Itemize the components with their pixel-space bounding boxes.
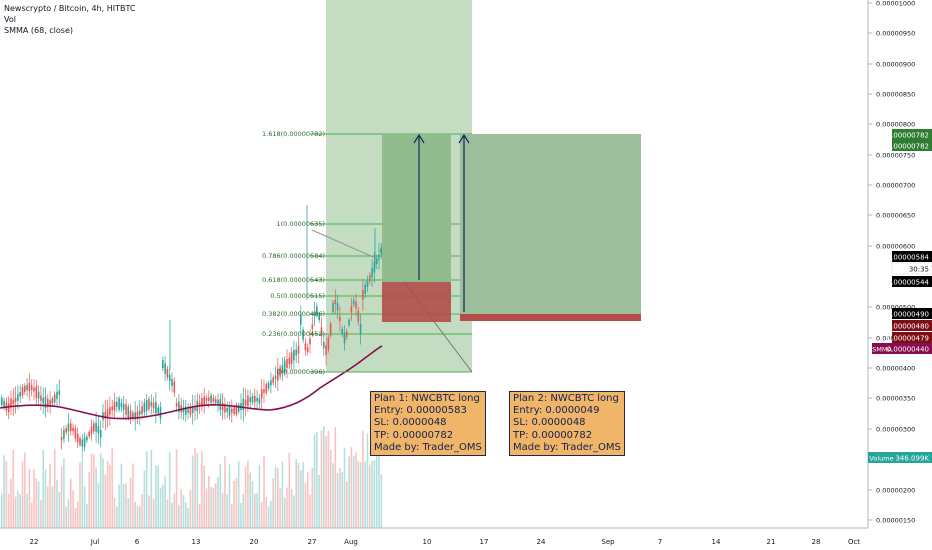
- price-tick-label: 0.00000300: [876, 426, 915, 434]
- price-tick-label: 0.00000800: [876, 121, 915, 129]
- price-tick-label: 0.00000600: [876, 243, 915, 251]
- fib-label-05: 0.5(0.00000515): [270, 292, 325, 300]
- price-tick-label: 0.00000350: [876, 395, 915, 403]
- plan-2-line: Entry: 0.0000049: [513, 405, 600, 417]
- fib-price-badge: 0.00000544: [887, 279, 930, 287]
- fib-label-0382: 0.382(0.00000486): [262, 310, 325, 318]
- plan-note-1[interactable]: Plan 1: NWCBTC long Entry: 0.00000583 SL…: [370, 391, 486, 457]
- time-tick-label: 7: [658, 538, 662, 546]
- profit-zone-1: [382, 134, 451, 282]
- long-position-2[interactable]: [458, 133, 641, 321]
- loss-zone-1: [382, 282, 451, 322]
- fib-label-0786: 0.786(0.00000584): [262, 252, 325, 260]
- price-tick-label: 0.00000850: [876, 91, 915, 99]
- time-tick-label: 22: [30, 538, 39, 546]
- price-tick-label: 0.00000750: [876, 152, 915, 160]
- fib-label-0: 0(0.00000396): [277, 368, 326, 376]
- volume-bars: [1, 426, 383, 528]
- price-tick-label: 0.00000500: [876, 304, 915, 312]
- profit-zone-2: [460, 134, 641, 314]
- plan-2-line: TP: 0.00000782: [513, 429, 593, 441]
- candlesticks: [1, 205, 383, 452]
- sl1-badge: 0.00000480: [887, 323, 929, 331]
- fib-diagonal: [311, 229, 381, 261]
- volume-tag: Volume: [869, 455, 893, 463]
- plan-note-2[interactable]: Plan 2: NWCBTC long Entry: 0.0000049 SL:…: [509, 391, 625, 457]
- smma-indicator-label[interactable]: SMMA (68, close): [4, 26, 74, 35]
- plan-1-line: Entry: 0.00000583: [374, 405, 467, 417]
- symbol-title[interactable]: Newscrypto / Bitcoin, 4h, HITBTC: [4, 4, 136, 13]
- fib-label-0236: 0.236(0.00000452): [262, 330, 325, 338]
- chart-legend[interactable]: Newscrypto / Bitcoin, 4h, HITBTC Vol SMM…: [4, 3, 135, 36]
- candle-countdown: 30:35: [909, 266, 929, 274]
- fib-label-0618: 0.618(0.00000543): [262, 276, 325, 284]
- price-tick-label: 0.00000400: [876, 365, 915, 373]
- tp1-badge: 0.00000782: [887, 132, 929, 140]
- price-tick-label: 0.00000650: [876, 212, 915, 220]
- time-tick-label: 14: [712, 538, 721, 546]
- plan-2-line: SL: 0.0000048: [513, 417, 586, 429]
- price-badges: 0.00000782 0.00000782 0.00000584 30:35 0…: [868, 129, 932, 463]
- plan-1-line: Plan 1: NWCBTC long: [374, 393, 480, 404]
- time-tick-label: 28: [812, 538, 821, 546]
- price-tick-label: 0.00001000: [876, 0, 915, 8]
- time-tick-label: 17: [480, 538, 489, 546]
- price-tick-label: 0.00000200: [876, 487, 915, 495]
- vol-indicator-label[interactable]: Vol: [4, 15, 16, 24]
- loss-zone-2: [460, 314, 641, 321]
- sl2-badge: 0.00000479: [887, 335, 929, 343]
- tp2-badge: 0.00000782: [887, 143, 929, 151]
- price-tick-label: 0.00000950: [876, 30, 915, 38]
- time-tick-label: Oct: [848, 538, 860, 546]
- last-price-badge: 0.00000584: [887, 254, 930, 262]
- long-position-1[interactable]: [382, 133, 451, 322]
- time-tick-label: 10: [423, 538, 432, 546]
- time-tick-label: Sep: [601, 538, 615, 546]
- plan-1-line: SL: 0.0000048: [374, 417, 447, 429]
- time-axis[interactable]: 22 Jul 6 13 20 27 Aug 10 17 24 Sep 7 14 21 28 Oct: [0, 527, 868, 550]
- price-tick-label: 0.00000150: [876, 517, 915, 525]
- time-tick-label: 6: [135, 538, 140, 546]
- time-tick-label: 27: [308, 538, 317, 546]
- price-tick-label: 0.00000700: [876, 182, 915, 190]
- time-tick-label: 13: [192, 538, 201, 546]
- time-tick-label: 21: [767, 538, 776, 546]
- entry2-badge: 0.00000490: [887, 311, 929, 319]
- time-tick-label: 20: [250, 538, 259, 546]
- plan-1-line: Made by: Trader_OMS: [374, 441, 482, 453]
- plan-1-line: TP: 0.00000782: [374, 429, 454, 441]
- volume-value-badge: 346.099K: [895, 455, 929, 463]
- fib-label-1: 1(0.00000635): [277, 220, 326, 228]
- arrow-head-icon: [458, 133, 470, 144]
- fib-label-1618: 1.618(0.00000782): [262, 130, 325, 138]
- plan-2-line: Made by: Trader_OMS: [513, 441, 621, 453]
- arrow-head-icon: [413, 133, 425, 144]
- time-tick-label: Jul: [90, 538, 100, 546]
- smma-line: [0, 345, 383, 420]
- smma-tag: SMMA: [872, 346, 892, 354]
- price-axis[interactable]: 0.00001000 0.00000950 0.00000900 0.00000850…: [867, 0, 932, 550]
- smma-value-badge: 0.00000440: [887, 346, 929, 354]
- time-tick-label: 24: [537, 538, 546, 546]
- time-tick-label: Aug: [344, 538, 358, 546]
- plan-2-line: Plan 2: NWCBTC long: [513, 393, 619, 404]
- price-tick-label: 0.00000900: [876, 61, 915, 69]
